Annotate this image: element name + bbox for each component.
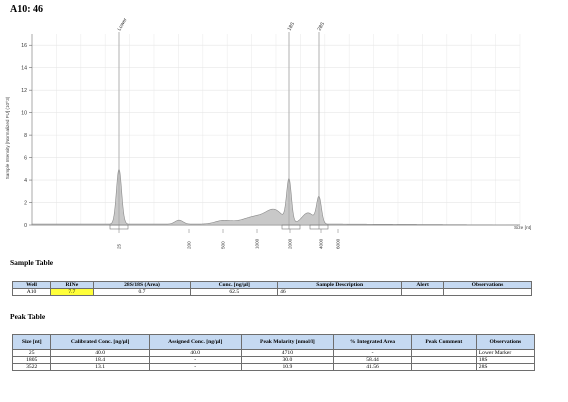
integration-box (281, 224, 301, 230)
y-tick-label: 14 (21, 66, 27, 72)
peak-table-cell (410, 363, 477, 371)
sample-table-cell (401, 288, 444, 296)
x-tick-label: 4000 (319, 238, 324, 249)
y-tick-label: 12 (21, 88, 27, 94)
peak-table-cell: 1805 (11, 356, 52, 364)
peak-table-header: Peak Molarity [nmol/l] (240, 334, 335, 350)
y-tick-label: 6 (24, 155, 27, 161)
sample-table-heading: Sample Table (10, 258, 54, 267)
peak-table-row: 25 40.0 40.0 4710- Lower Marker (11, 349, 536, 357)
sample-table-cell: 46 (277, 288, 403, 296)
peak-table-cell: 18.4 (50, 356, 150, 364)
sample-table-cell: 62.5 (190, 288, 279, 296)
chart-axes: 0 2 4 6 8 10 12 14 16 (21, 34, 520, 229)
sample-table-cell: 7.7 (50, 288, 94, 296)
peak-table-cell: - (148, 363, 242, 371)
chart-trace (31, 168, 520, 226)
y-tick-label: 0 (24, 223, 27, 229)
trace-area (31, 168, 520, 226)
peak-table-cell (410, 356, 477, 364)
peak-table-cell: 3522 (11, 363, 52, 371)
peak-table-cell (410, 349, 477, 357)
y-tick-label: 16 (21, 43, 27, 49)
sample-table-row: A10 7.7 0.7 62.5 46 (11, 288, 532, 296)
chart-x-labels: 25 200 500 1000 2000 4000 6000 (117, 229, 341, 249)
peak-table-row: 3522 13.1-10.9 41.56 28S (11, 363, 536, 371)
peak-table-cell: - (148, 356, 242, 364)
sample-table-header: Sample Description (277, 281, 403, 289)
x-tick-label: 1000 (255, 238, 260, 249)
sample-table-header: 28S/18S (Area) (92, 281, 192, 289)
sample-table-cell: A10 (11, 288, 52, 296)
sample-table-cell (443, 288, 532, 296)
peak-table-row: 1805 18.4-30.0 58.44 18S (11, 356, 536, 364)
peak-table-cell: Lower Marker (475, 349, 536, 357)
peak-table-cell: 18S (475, 356, 536, 364)
sample-table-header: Conc. [ng/µl] (190, 281, 279, 289)
peak-table-cell: 4710 (240, 349, 335, 357)
peak-table: Size [nt] Calibrated Conc. [ng/µl] Assigne… (11, 334, 536, 371)
integration-box (309, 224, 329, 230)
peak-table-cell: 25 (11, 349, 52, 357)
sample-table-header: Alert (401, 281, 444, 289)
sample-table: Well RINe 28S/18S (Area) Conc. [ng/µl] Sampl… (11, 281, 532, 296)
peak-table-cell: 13.1 (50, 363, 150, 371)
x-tick-label: 6000 (336, 238, 341, 249)
sample-table-header: Observations (443, 281, 532, 289)
sample-table-cell: 0.7 (92, 288, 192, 296)
y-tick-label: 4 (24, 178, 27, 184)
peak-table-header: Assigned Conc. [ng/µl] (148, 334, 242, 350)
chart-peak-lines: Lower 18S 28S (109, 18, 329, 230)
peak-table-cell: 40.0 (50, 349, 150, 357)
y-tick-label: 8 (24, 133, 27, 139)
y-tick-label: 10 (21, 110, 27, 116)
peak-table-heading: Peak Table (10, 312, 46, 321)
peak-table-header: Peak Comment (410, 334, 477, 350)
peak-table-header: % Integrated Area (333, 334, 412, 350)
peak-table-header: Calibrated Conc. [ng/µl] (50, 334, 150, 350)
peak-table-cell: 58.44 (333, 356, 412, 364)
peak-label: Lower (117, 18, 129, 32)
peak-table-cell: 28S (475, 363, 536, 371)
peak-table-header: Size [nt] (11, 334, 52, 350)
chart-grid (31, 34, 521, 226)
page-title: A10: 46 (10, 4, 44, 15)
x-tick-label: 500 (221, 241, 226, 249)
y-tick-label: 2 (24, 200, 27, 206)
peak-table-cell: 10.9 (240, 363, 335, 371)
electropherogram-chart: 0 2 4 6 8 10 12 14 16 Lower 18S 28S 25 200 500 1000 20… (5, 18, 531, 249)
y-axis-label: Sample Intensity [Normalized FU] (10^3) (5, 96, 10, 179)
peak-table-cell: 30.0 (240, 356, 335, 364)
peak-table-header: Observations (475, 334, 536, 350)
peak-label: 18S (287, 21, 297, 32)
x-tick-label: 25 (117, 243, 122, 249)
x-tick-label: 2000 (288, 238, 293, 249)
peak-label: 28S (317, 21, 327, 32)
peak-table-cell: 41.56 (333, 363, 412, 371)
sample-table-header: RINe (50, 281, 94, 289)
peak-table-cell: 40.0 (148, 349, 242, 357)
peak-table-cell: - (333, 349, 412, 357)
x-tick-label: 200 (187, 241, 192, 249)
sample-table-header: Well (11, 281, 52, 289)
x-axis-label: Size [nt] (514, 225, 531, 231)
